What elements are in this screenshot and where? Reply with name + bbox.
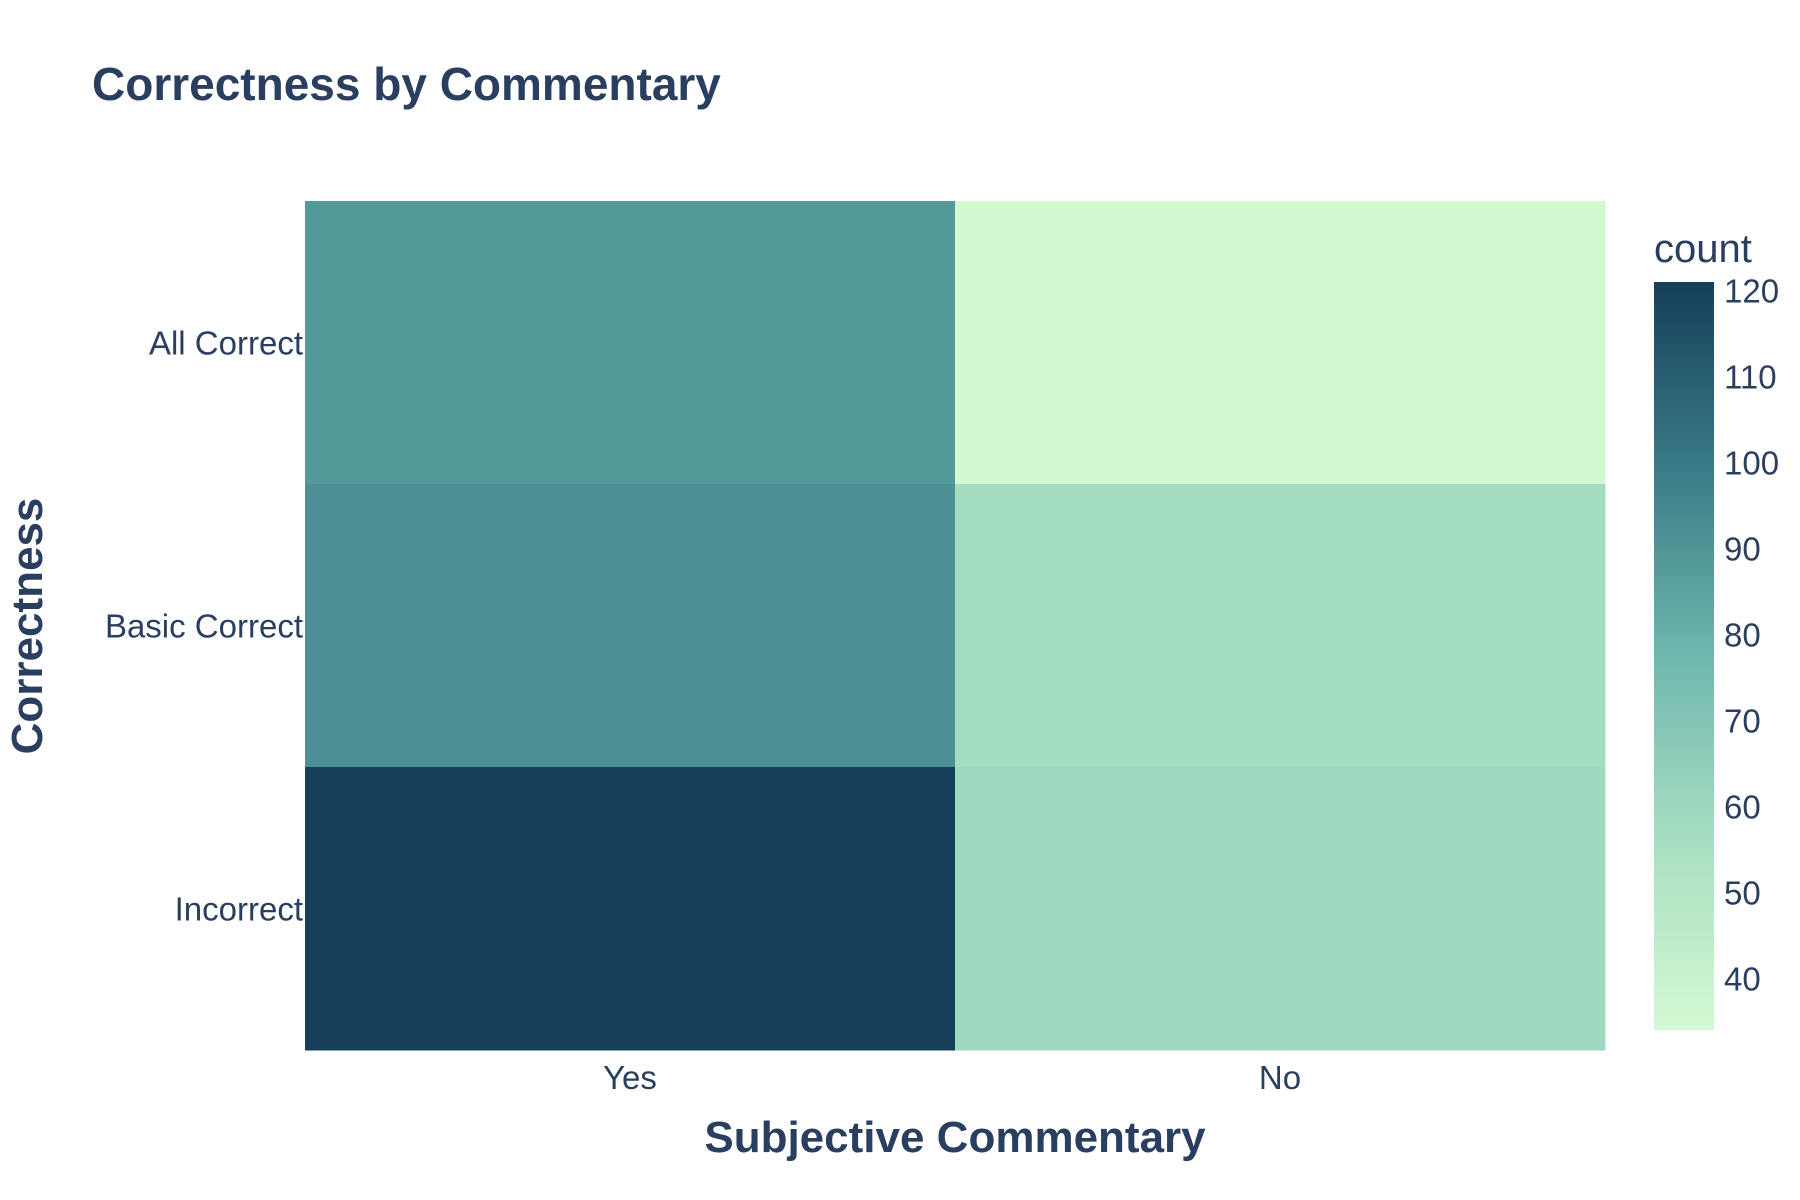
colorbar-tick-label: 100 [1724, 445, 1779, 482]
x-tick-label: No [1259, 1059, 1301, 1096]
x-axis-title: Subjective Commentary [704, 1113, 1206, 1162]
x-axis-ticks: Yes No [603, 1059, 1301, 1096]
heatmap-cell [305, 484, 956, 768]
x-tick-label: Yes [603, 1059, 657, 1096]
colorbar-tick-label: 70 [1724, 702, 1761, 739]
y-axis-title: Correctness [3, 498, 52, 755]
heatmap-cells [305, 201, 1606, 1051]
heatmap-cell [305, 201, 956, 485]
colorbar: count 40 50 60 70 80 90 100 110 120 [1654, 227, 1779, 1030]
heatmap-cell [305, 767, 956, 1051]
colorbar-tick-label: 50 [1724, 874, 1761, 911]
colorbar-ticks: 40 50 60 70 80 90 100 110 120 [1724, 273, 1779, 998]
heatmap-cell [955, 201, 1606, 485]
y-tick-label: All Correct [149, 325, 303, 362]
colorbar-tick-label: 120 [1724, 273, 1779, 310]
colorbar-tick-label: 110 [1724, 359, 1777, 396]
colorbar-tick-label: 80 [1724, 617, 1761, 654]
y-tick-label: Incorrect [175, 891, 303, 928]
colorbar-tick-label: 90 [1724, 531, 1761, 568]
y-tick-label: Basic Correct [105, 608, 303, 645]
colorbar-gradient [1654, 282, 1714, 1030]
heatmap-cell [955, 484, 1606, 768]
chart-title: Correctness by Commentary [92, 58, 721, 110]
heatmap-cell [955, 767, 1606, 1051]
y-axis-ticks: All Correct Basic Correct Incorrect [105, 325, 303, 928]
colorbar-tick-label: 40 [1724, 960, 1761, 997]
colorbar-tick-label: 60 [1724, 788, 1761, 825]
colorbar-title: count [1654, 227, 1752, 271]
